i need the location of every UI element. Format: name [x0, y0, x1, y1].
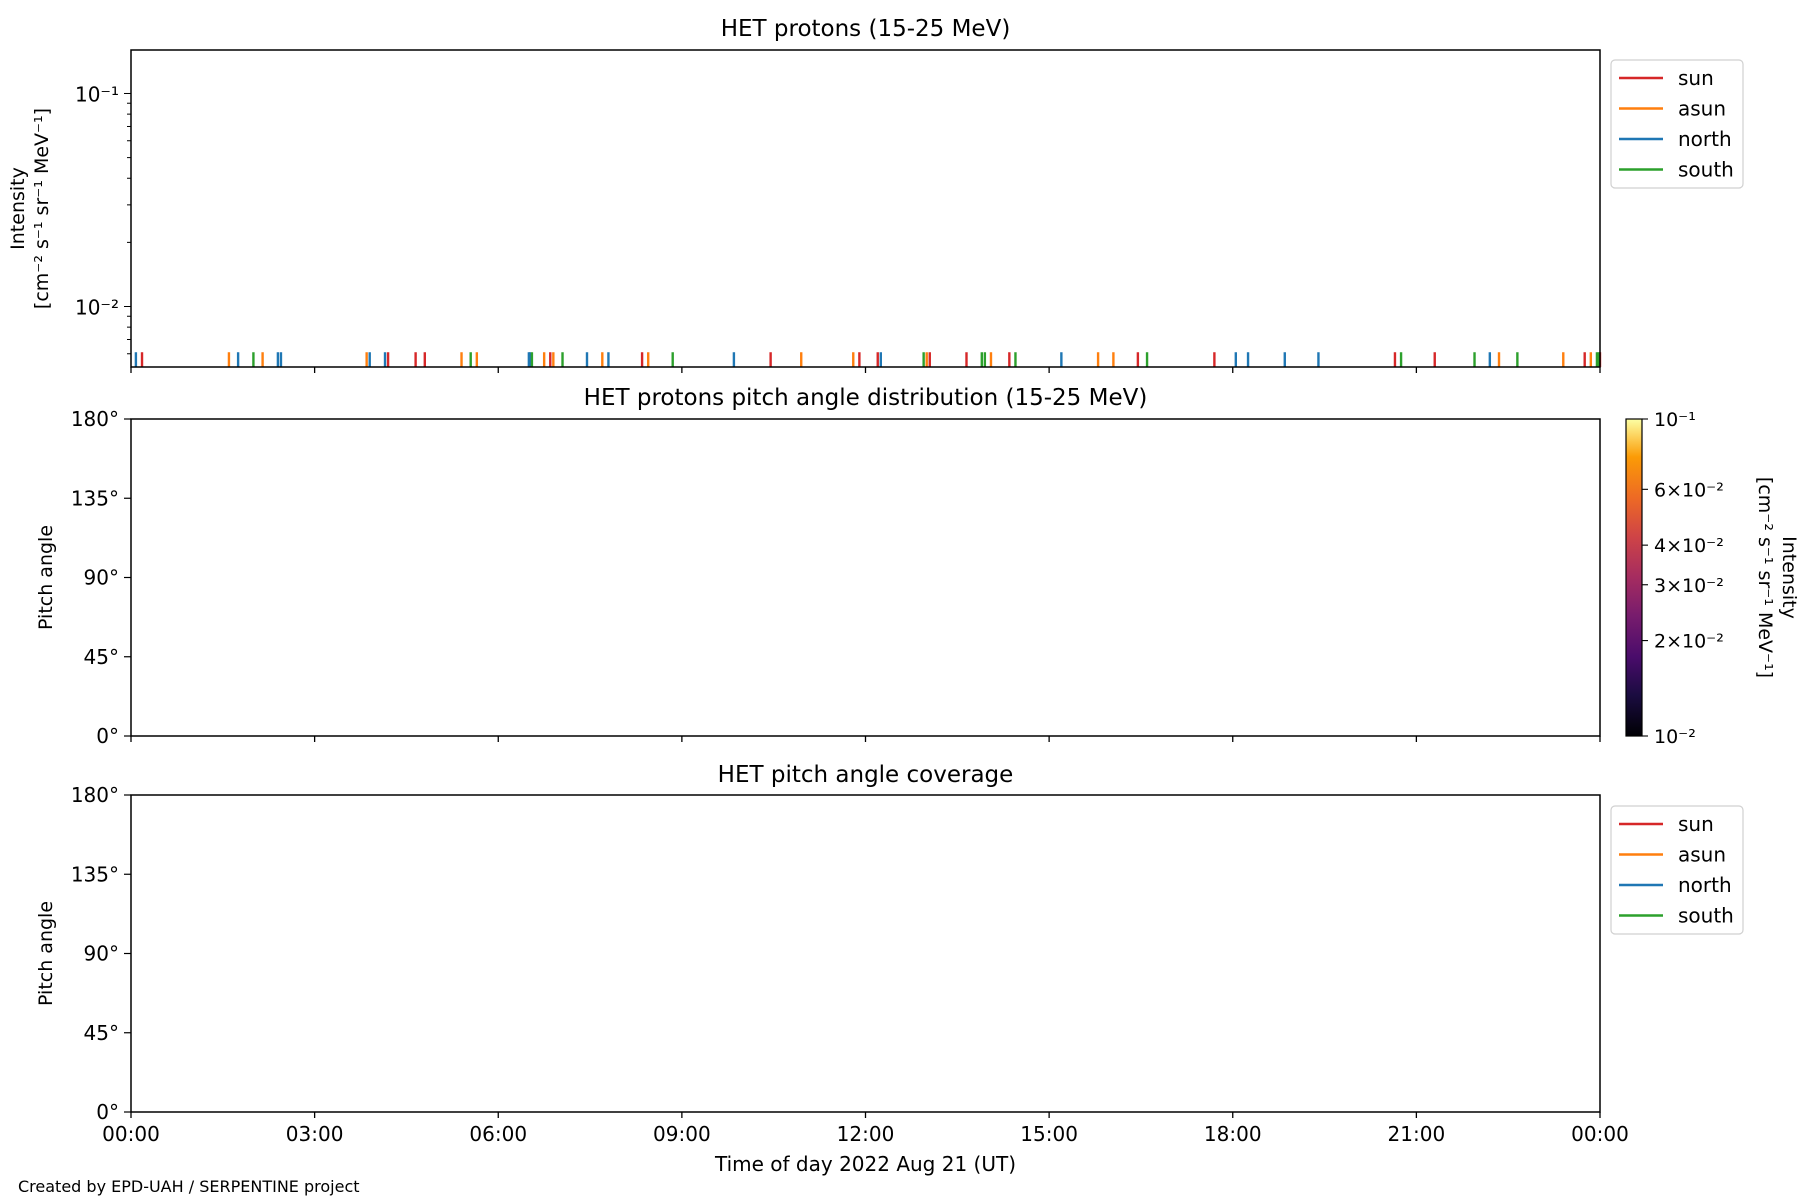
panel3-legend-box — [1610, 805, 1744, 935]
panel2-ylabel: Pitch angle — [35, 525, 57, 630]
panel1-ylabel-line2: [cm⁻² s⁻¹ sr⁻¹ MeV⁻¹] — [31, 108, 53, 309]
panel1-legend-box — [1610, 59, 1744, 189]
panel2-y-tick-label: 0° — [96, 724, 119, 748]
panel3-y-tick-label: 90° — [84, 942, 119, 966]
panel2-y-tick-label: 90° — [84, 566, 119, 590]
legend-label-north: north — [1678, 873, 1732, 897]
x-tick-label: 06:00 — [469, 1122, 527, 1146]
x-tick-label: 18:00 — [1204, 1122, 1262, 1146]
colorbar-tick-label: 10⁻¹ — [1654, 409, 1696, 431]
legend-label-asun: asun — [1678, 843, 1726, 867]
legend-label-sun: sun — [1678, 66, 1714, 90]
legend-label-asun: asun — [1678, 97, 1726, 121]
colorbar-tick-label: 10⁻² — [1654, 726, 1696, 748]
panel2-y-tick-label: 135° — [71, 486, 119, 510]
colorbar-tick-label: 2×10⁻² — [1654, 631, 1724, 653]
colorbar — [1625, 418, 1643, 737]
panel1-axes — [130, 49, 1601, 368]
colorbar-label: Intensity[cm⁻² s⁻¹ sr⁻¹ MeV⁻¹] — [1754, 477, 1800, 678]
colorbar-label-line1: Intensity — [1778, 536, 1800, 619]
x-tick-label: 12:00 — [837, 1122, 895, 1146]
colorbar-tick-label: 6×10⁻² — [1654, 479, 1724, 501]
x-tick-label: 00:00 — [102, 1122, 160, 1146]
x-axis-label: Time of day 2022 Aug 21 (UT) — [714, 1152, 1016, 1176]
x-tick-label: 15:00 — [1020, 1122, 1078, 1146]
panel2-ylabel-text: Pitch angle — [35, 525, 57, 630]
x-tick-label: 03:00 — [286, 1122, 344, 1146]
colorbar-tick-label: 4×10⁻² — [1654, 535, 1724, 557]
panel3-y-tick-label: 135° — [71, 862, 119, 886]
colorbar-label-line2: [cm⁻² s⁻¹ sr⁻¹ MeV⁻¹] — [1754, 477, 1776, 678]
panel1-ylabel: Intensity [cm⁻² s⁻¹ sr⁻¹ MeV⁻¹] — [7, 108, 53, 309]
x-tick-label: 09:00 — [653, 1122, 711, 1146]
panel3-y-tick-label: 180° — [71, 783, 119, 807]
panel1-ylabel-line1: Intensity — [7, 167, 29, 250]
panel1-y-tick-label: 10⁻¹ — [75, 82, 119, 106]
panel3-axes — [130, 794, 1601, 1113]
panel3-ylabel-text: Pitch angle — [35, 901, 57, 1006]
legend-label-north: north — [1678, 127, 1732, 151]
legend-label-south: south — [1678, 904, 1734, 928]
legend-label-sun: sun — [1678, 812, 1714, 836]
x-tick-label: 00:00 — [1571, 1122, 1629, 1146]
panel3-title: HET pitch angle coverage — [718, 762, 1014, 788]
panel2-y-tick-label: 45° — [84, 645, 119, 669]
panel1-title: HET protons (15-25 MeV) — [721, 16, 1011, 42]
x-tick-label: 21:00 — [1388, 1122, 1446, 1146]
panel2-axes — [130, 418, 1601, 737]
panel1-y-tick-label: 10⁻² — [75, 296, 119, 320]
panel2-title: HET protons pitch angle distribution (15… — [584, 385, 1148, 411]
panel3-ylabel: Pitch angle — [35, 901, 57, 1006]
panel2-y-tick-label: 180° — [71, 407, 119, 431]
panel3-y-tick-label: 0° — [96, 1100, 119, 1124]
panel3-y-tick-label: 45° — [84, 1021, 119, 1045]
colorbar-tick-label: 3×10⁻² — [1654, 575, 1724, 597]
credit-text: Created by EPD-UAH / SERPENTINE project — [18, 1177, 360, 1196]
legend-label-south: south — [1678, 158, 1734, 182]
